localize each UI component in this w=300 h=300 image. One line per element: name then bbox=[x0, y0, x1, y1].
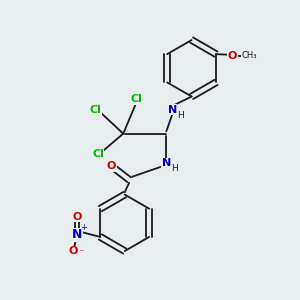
Text: N: N bbox=[168, 105, 177, 115]
Text: H: H bbox=[171, 164, 178, 173]
Text: O: O bbox=[73, 212, 82, 222]
Text: N: N bbox=[72, 228, 83, 241]
Text: Cl: Cl bbox=[92, 149, 104, 160]
Text: Cl: Cl bbox=[89, 105, 101, 115]
Text: ⁻: ⁻ bbox=[79, 248, 84, 258]
Text: CH₃: CH₃ bbox=[241, 51, 256, 60]
Text: O: O bbox=[68, 246, 77, 256]
Text: +: + bbox=[80, 223, 87, 232]
Text: Cl: Cl bbox=[131, 94, 142, 104]
Text: H: H bbox=[177, 111, 184, 120]
Text: N: N bbox=[162, 158, 171, 168]
Text: O: O bbox=[228, 51, 237, 61]
Text: O: O bbox=[107, 161, 116, 171]
